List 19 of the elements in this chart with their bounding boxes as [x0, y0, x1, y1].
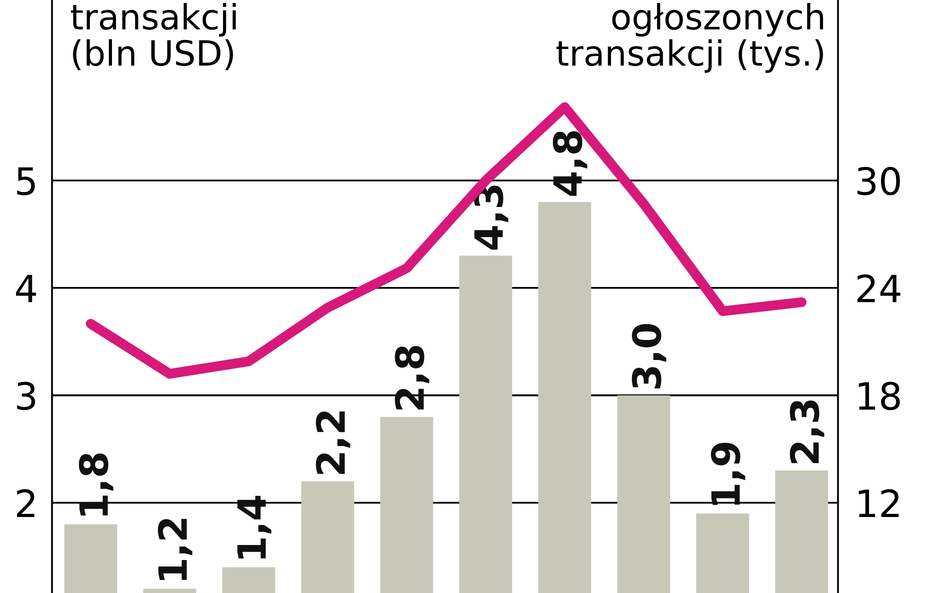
y2-tick-label: 18: [858, 382, 900, 410]
y-tick-label: 2: [17, 489, 34, 518]
y-tick-label: 3: [17, 382, 36, 410]
y2-tick-label: 12: [858, 489, 899, 518]
y2-tick-label: 24: [857, 274, 900, 302]
data-label: 2,3: [790, 400, 824, 464]
y2-tick-label: 30: [858, 166, 900, 196]
data-label: 1,9: [710, 442, 746, 505]
data-label: 1,4: [237, 496, 272, 559]
y-tick-label: 4: [16, 274, 36, 302]
data-label: 1,2: [158, 518, 192, 580]
data-label: 3,0: [632, 324, 666, 388]
y2-axis-title: ogłoszonych transakcji (tys.): [556, 2, 824, 73]
y-tick-label: 5: [17, 167, 35, 196]
data-label: 2,2: [316, 411, 350, 474]
data-label: 2,8: [394, 346, 430, 410]
data-label: 1,8: [78, 453, 114, 516]
data-label: 4,8: [552, 131, 588, 196]
y-axis-title: transakcji (bln USD): [70, 2, 236, 70]
